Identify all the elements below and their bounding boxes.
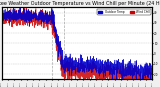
Title: Milwaukee Weather Outdoor Temperature vs Wind Chill per Minute (24 Hours): Milwaukee Weather Outdoor Temperature vs… xyxy=(0,1,160,6)
Legend: Outdoor Temp, Wind Chill: Outdoor Temp, Wind Chill xyxy=(97,9,151,15)
